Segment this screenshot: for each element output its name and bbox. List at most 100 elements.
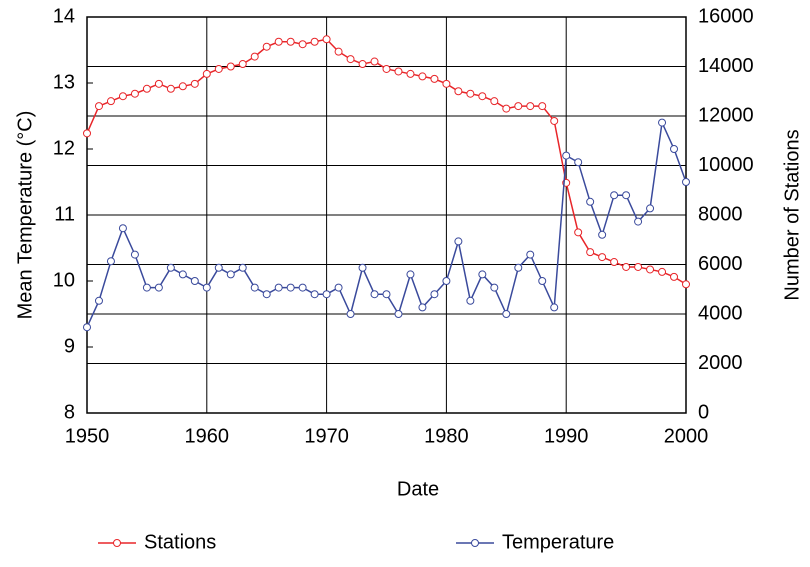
data-point xyxy=(466,89,475,98)
data-point xyxy=(83,129,91,138)
data-point xyxy=(610,191,619,200)
data-point xyxy=(214,64,223,73)
y2-tick-label: 0 xyxy=(698,401,709,423)
data-point xyxy=(502,310,511,318)
data-point xyxy=(682,178,690,186)
y2-tick-label: 12000 xyxy=(698,104,754,126)
x-tick-label: 1970 xyxy=(304,425,349,447)
data-point xyxy=(670,145,679,153)
data-point xyxy=(166,263,175,272)
data-point xyxy=(598,253,607,262)
data-point xyxy=(358,263,367,272)
plot-frame xyxy=(86,16,687,414)
data-point xyxy=(490,97,499,106)
data-point xyxy=(118,224,127,233)
data-point xyxy=(250,52,259,61)
y-tick-label: 9 xyxy=(64,335,75,357)
data-point xyxy=(202,283,211,292)
data-point xyxy=(130,250,139,259)
data-point xyxy=(634,262,643,271)
data-point xyxy=(454,237,463,246)
data-point xyxy=(130,89,139,98)
data-point xyxy=(454,87,463,96)
data-point xyxy=(358,60,367,69)
data-point xyxy=(190,277,199,285)
data-point xyxy=(646,204,655,213)
data-point xyxy=(334,283,343,292)
y2-tick-label: 8000 xyxy=(698,203,743,225)
data-point xyxy=(586,248,595,257)
y-tick-label: 11 xyxy=(54,203,75,225)
data-point xyxy=(430,74,439,83)
data-point xyxy=(466,296,475,305)
x-tick-label: 1950 xyxy=(65,425,110,447)
y2-tick-label: 10000 xyxy=(698,154,754,176)
data-point xyxy=(430,290,439,299)
data-point xyxy=(670,272,679,281)
data-point xyxy=(682,280,690,289)
data-point xyxy=(178,82,187,91)
data-point xyxy=(94,296,103,305)
data-point xyxy=(142,84,151,93)
data-point xyxy=(214,263,223,272)
data-point xyxy=(370,290,379,299)
data-point xyxy=(562,151,571,160)
data-point xyxy=(382,290,391,299)
data-point xyxy=(346,55,355,64)
y2-tick-label: 2000 xyxy=(698,352,743,374)
series-line xyxy=(86,38,687,285)
data-point xyxy=(118,92,127,101)
y2-axis-label: Number of Stations xyxy=(781,129,803,300)
data-point xyxy=(610,258,619,267)
data-point xyxy=(190,79,199,88)
data-point xyxy=(166,84,175,93)
data-point xyxy=(142,283,151,292)
y-axis-label: Mean Temperature (°C) xyxy=(14,111,36,320)
data-point xyxy=(514,263,523,272)
data-point xyxy=(418,72,427,81)
data-point xyxy=(658,267,667,276)
data-point xyxy=(298,283,307,292)
y-tick-label: 8 xyxy=(64,401,75,423)
data-point xyxy=(478,92,487,101)
legend-label: Temperature xyxy=(502,531,614,553)
data-point xyxy=(586,197,595,206)
x-axis-label: Date xyxy=(397,478,439,500)
data-point xyxy=(442,277,451,285)
data-point xyxy=(262,290,271,299)
data-point xyxy=(658,118,667,127)
data-point xyxy=(574,158,583,167)
data-point xyxy=(250,283,259,292)
data-point xyxy=(526,102,535,111)
data-point xyxy=(550,116,559,125)
data-point xyxy=(226,62,235,71)
data-point xyxy=(262,42,271,51)
data-point xyxy=(83,323,91,332)
data-point xyxy=(238,263,247,272)
data-point xyxy=(574,228,583,237)
data-point xyxy=(286,37,295,46)
data-point xyxy=(406,270,415,279)
y2-tick-label: 16000 xyxy=(698,5,754,27)
data-point xyxy=(346,310,355,318)
data-point xyxy=(286,283,295,292)
data-point xyxy=(538,102,547,111)
data-point xyxy=(502,104,511,113)
data-point xyxy=(622,191,631,200)
x-tick-label: 1960 xyxy=(185,425,230,447)
data-point xyxy=(490,283,499,292)
data-point xyxy=(478,270,487,279)
legend-marker xyxy=(471,539,479,547)
data-point xyxy=(526,250,535,259)
data-point xyxy=(106,97,115,106)
data-point xyxy=(154,283,163,292)
data-point xyxy=(418,303,427,312)
data-point xyxy=(178,270,187,279)
data-point xyxy=(274,37,283,46)
data-point xyxy=(310,37,319,46)
data-point xyxy=(442,79,451,88)
y2-tick-label: 4000 xyxy=(698,302,743,324)
data-point xyxy=(334,47,343,56)
data-point xyxy=(298,40,307,49)
